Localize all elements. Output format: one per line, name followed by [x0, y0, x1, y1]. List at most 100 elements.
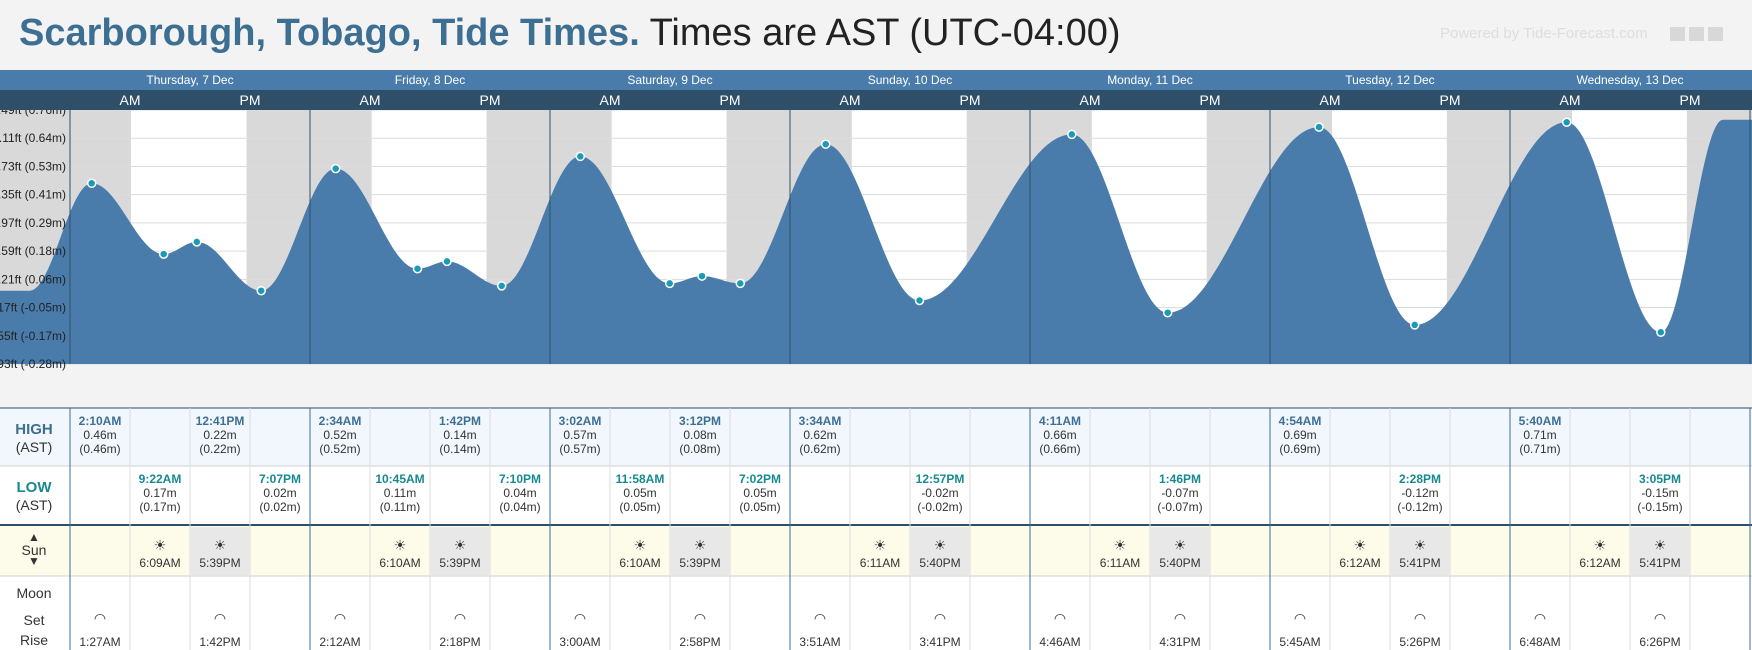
low-tide-marker: [1162, 307, 1173, 318]
low-tide-marker: [158, 249, 169, 259]
low-row-tz: (AST): [16, 497, 53, 513]
sunrise-time: 6:09AM: [139, 556, 180, 570]
high-tide-height: 0.57m: [563, 428, 596, 442]
low-tide-height-alt: (0.17m): [139, 500, 180, 514]
sunrise-icon: ☀: [634, 537, 647, 553]
logo-tile-icon: [1670, 27, 1685, 41]
high-tide-time: 12:41PM: [196, 414, 245, 428]
high-tide-height: 0.46m: [83, 428, 116, 442]
low-row: [0, 466, 1752, 524]
am-label: AM: [840, 92, 861, 108]
moonset-icon: ◠: [574, 610, 586, 626]
moonset-icon: ◠: [334, 610, 346, 626]
day-header-label: Monday, 11 Dec: [1107, 73, 1193, 87]
powered-by-link[interactable]: Powered by Tide-Forecast.com: [1440, 25, 1648, 42]
moonrise-icon: ◠: [1654, 610, 1666, 626]
sunrise-time: 6:10AM: [619, 556, 660, 570]
sunset-icon: ☀: [1654, 537, 1667, 553]
low-tide-time: 1:46PM: [1159, 472, 1201, 486]
moonrise-icon: ◠: [214, 610, 226, 626]
day-header-label: Saturday, 9 Dec: [627, 73, 712, 87]
sunrise-time: 6:11AM: [860, 556, 900, 570]
moonset-icon: ◠: [814, 610, 826, 626]
sunrise-icon: ☀: [1114, 537, 1127, 553]
day-header-label: Sunday, 10 Dec: [868, 73, 953, 87]
low-tide-time: 7:07PM: [259, 472, 301, 486]
low-tide-height: -0.12m: [1401, 486, 1438, 500]
moonset-time: 5:45AM: [1279, 635, 1320, 649]
logo-tile-icon: [1689, 27, 1704, 41]
high-tide-height-alt: (0.22m): [199, 442, 240, 456]
am-label: AM: [1080, 92, 1101, 108]
sunrise-icon: ☀: [394, 537, 407, 553]
moonset-time: 1:27AM: [79, 635, 120, 649]
high-tide-time: 3:02AM: [559, 414, 602, 428]
high-tide-time: 3:12PM: [679, 414, 721, 428]
low-tide-height: -0.07m: [1161, 486, 1198, 500]
day-header-label: Thursday, 7 Dec: [146, 73, 233, 87]
high-tide-height: 0.08m: [683, 428, 716, 442]
low-tide-marker: [256, 285, 266, 296]
low-tide-height-alt: (0.04m): [499, 500, 540, 514]
low-tide-time: 10:45AM: [375, 472, 424, 486]
low-tide-marker: [1656, 327, 1666, 337]
pm-label: PM: [480, 92, 501, 108]
low-tide-height: 0.17m: [143, 486, 176, 500]
high-tide-marker: [575, 151, 586, 162]
sunrise-icon: ☀: [874, 537, 887, 553]
moonrise-time: 1:42PM: [199, 635, 240, 649]
low-tide-time: 7:10PM: [499, 472, 541, 486]
y-axis-label: 0.21ft (0.06m): [0, 272, 66, 286]
pm-label: PM: [1680, 92, 1701, 108]
high-tide-height-alt: (0.46m): [79, 442, 120, 456]
high-tide-time: 4:11AM: [1039, 414, 1081, 428]
day-header-label: Tuesday, 12 Dec: [1345, 73, 1434, 87]
low-tide-marker: [496, 281, 507, 291]
high-tide-marker: [1067, 129, 1077, 140]
sunrise-time: 6:11AM: [1100, 556, 1140, 570]
low-tide-height: 0.02m: [263, 486, 296, 500]
sunrise-time: 6:10AM: [379, 556, 420, 570]
high-tide-height: 0.14m: [443, 428, 476, 442]
high-tide-marker: [86, 178, 97, 189]
low-tide-height-alt: (0.05m): [619, 500, 660, 514]
high-tide-height-alt: (0.57m): [559, 442, 600, 456]
low-tide-height: 0.05m: [623, 486, 656, 500]
ampm-header-band: [0, 90, 1752, 110]
moonrise-icon: ◠: [454, 610, 466, 626]
low-tide-height-alt: (0.11m): [380, 500, 420, 514]
sunset-cell: [910, 527, 970, 575]
moonrise-time: 4:31PM: [1159, 635, 1200, 649]
sunrise-time: 6:12AM: [1579, 556, 1620, 570]
title-timezone: Times are AST (UTC-04:00): [649, 12, 1121, 54]
sunset-time: 5:39PM: [679, 556, 720, 570]
high-tide-height: 0.71m: [1523, 428, 1556, 442]
high-row-tz: (AST): [16, 439, 53, 455]
high-tide-marker: [820, 139, 831, 149]
y-axis-label: 0.59ft (0.18m): [0, 244, 66, 258]
day-header-label: Friday, 8 Dec: [395, 73, 465, 87]
high-tide-time: 5:40AM: [1519, 414, 1562, 428]
sunset-time: 5:39PM: [199, 556, 240, 570]
high-tide-height-alt: (0.66m): [1039, 442, 1080, 456]
moon-row-label: Moon: [16, 585, 51, 601]
low-tide-time: 2:28PM: [1399, 472, 1441, 486]
low-tide-height: 0.05m: [743, 486, 776, 500]
day-header-label: Wednesday, 13 Dec: [1577, 73, 1684, 87]
high-tide-height: 0.69m: [1283, 428, 1316, 442]
high-tide-time: 3:34AM: [799, 414, 842, 428]
sunset-time: 5:41PM: [1399, 556, 1440, 570]
high-tide-height: 0.62m: [803, 428, 836, 442]
high-tide-marker: [192, 237, 202, 247]
am-label: AM: [1560, 92, 1581, 108]
page-title: Scarborough, Tobago, Tide Times. Times a…: [19, 12, 1121, 55]
low-tide-height-alt: (-0.07m): [1157, 500, 1202, 514]
sunset-icon: ☀: [1414, 537, 1427, 553]
y-axis-label: -0.17ft (-0.05m): [0, 301, 66, 315]
low-tide-marker: [412, 264, 423, 274]
high-tide-height-alt: (0.52m): [319, 442, 360, 456]
high-tide-height-alt: (0.69m): [1279, 442, 1320, 456]
sunset-cell: [430, 527, 490, 575]
low-tide-time: 7:02PM: [739, 472, 781, 486]
am-label: AM: [600, 92, 621, 108]
